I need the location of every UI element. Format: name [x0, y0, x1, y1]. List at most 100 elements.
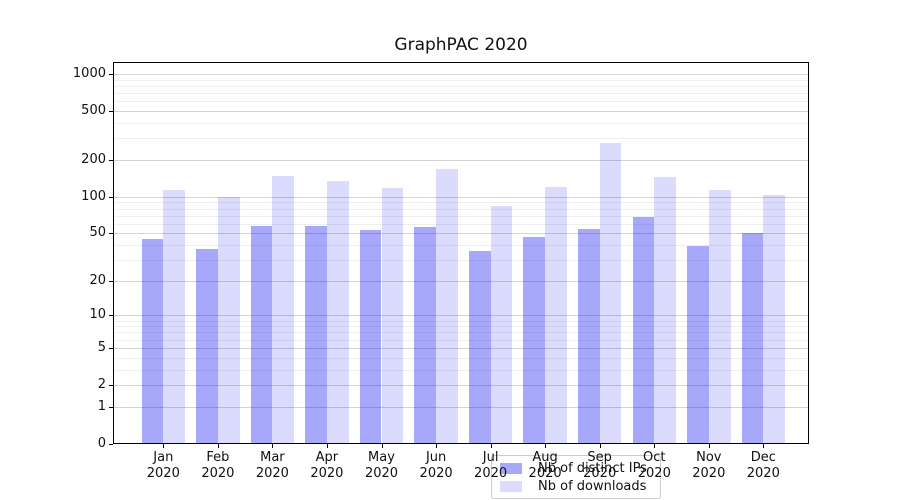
bar-downloads-sep	[599, 143, 622, 443]
y-tick-label-2: 2	[97, 376, 106, 392]
x-tick-mark	[654, 444, 656, 448]
major-gridline	[114, 233, 808, 235]
minor-gridline	[114, 79, 808, 81]
y-tick-mark	[109, 111, 113, 113]
x-tick-label-jan: Jan 2020	[146, 450, 180, 481]
bar-downloads-jul	[490, 206, 513, 443]
bar-downloads-nov	[708, 190, 731, 443]
legend-entry-distinct-ips: Nb of distinct IPs	[492, 460, 660, 477]
bar-downloads-apr	[326, 180, 349, 443]
x-tick-mark	[217, 444, 219, 448]
minor-gridline	[114, 101, 808, 103]
bar-downloads-oct	[654, 177, 677, 443]
y-tick-label-200: 200	[81, 151, 106, 167]
y-tick-mark	[109, 315, 113, 317]
y-tick-mark	[109, 406, 113, 408]
minor-gridline	[114, 86, 808, 87]
legend-swatch-distinct-ips	[500, 462, 522, 474]
y-tick-mark	[109, 233, 113, 235]
x-tick-mark	[599, 444, 601, 448]
bar-downloads-jun	[436, 169, 458, 443]
legend-swatch-downloads	[500, 480, 522, 492]
bar-ips-mar	[250, 225, 273, 443]
bar-ips-nov	[687, 246, 709, 443]
bar-ips-feb	[196, 249, 218, 443]
x-tick-mark	[326, 444, 328, 448]
major-gridline	[114, 111, 808, 113]
minor-gridline	[114, 93, 808, 95]
x-tick-label-may: May 2020	[364, 450, 399, 481]
x-tick-mark	[436, 444, 438, 448]
bar-ips-may	[359, 230, 382, 443]
bar-downloads-mar	[272, 176, 295, 443]
bar-downloads-jan	[163, 190, 186, 443]
minor-gridline	[114, 215, 808, 217]
x-tick-mark	[490, 444, 492, 448]
minor-gridline	[114, 208, 808, 210]
minor-gridline	[114, 357, 808, 359]
x-tick-label-apr: Apr 2020	[310, 450, 344, 481]
bar-ips-jan	[141, 238, 164, 443]
major-gridline	[114, 347, 808, 349]
y-tick-label-100: 100	[81, 188, 106, 204]
minor-gridline	[114, 123, 808, 124]
legend: Nb of distinct IPs Nb of downloads	[491, 455, 661, 499]
bar-ips-dec	[741, 233, 764, 443]
y-tick-mark	[109, 443, 113, 445]
y-tick-mark	[109, 384, 113, 386]
minor-gridline	[114, 339, 808, 341]
legend-entry-downloads: Nb of downloads	[492, 478, 660, 495]
minor-gridline	[114, 223, 808, 225]
y-tick-mark	[109, 280, 113, 282]
minor-gridline	[114, 202, 808, 204]
y-tick-label-10: 10	[89, 307, 106, 323]
major-gridline	[114, 315, 808, 317]
major-gridline	[114, 406, 808, 408]
plot-area: Nb of distinct IPs Nb of downloads	[113, 62, 809, 499]
bar-ips-sep	[577, 229, 600, 443]
x-tick-mark	[708, 444, 710, 448]
y-tick-label-0: 0	[97, 435, 106, 451]
x-tick-label-oct: Oct 2020	[637, 450, 671, 481]
major-gridline	[114, 384, 808, 386]
legend-label-downloads: Nb of downloads	[538, 478, 647, 494]
y-tick-label-500: 500	[81, 103, 106, 119]
x-tick-label-sep: Sep 2020	[583, 450, 617, 481]
y-tick-mark	[109, 159, 113, 161]
major-gridline	[114, 74, 808, 75]
y-tick-label-5: 5	[97, 339, 106, 355]
y-tick-label-1: 1	[97, 398, 106, 414]
y-tick-mark	[109, 347, 113, 349]
y-tick-label-1000: 1000	[72, 66, 106, 81]
y-tick-label-20: 20	[89, 272, 106, 288]
x-tick-label-nov: Nov 2020	[692, 450, 726, 481]
x-tick-label-feb: Feb 2020	[201, 450, 235, 481]
x-tick-mark	[163, 444, 165, 448]
x-tick-label-jun: Jun 2020	[419, 450, 453, 481]
bar-ips-apr	[305, 225, 327, 443]
minor-gridline	[114, 260, 808, 261]
x-tick-label-jul: Jul 2020	[474, 450, 508, 481]
minor-gridline	[114, 320, 808, 322]
minor-gridline	[114, 326, 808, 328]
major-gridline	[114, 159, 808, 161]
bar-ips-jun	[414, 227, 437, 443]
major-gridline	[114, 196, 808, 198]
x-tick-mark	[381, 444, 383, 448]
major-gridline	[114, 280, 808, 282]
x-tick-label-mar: Mar 2020	[255, 450, 289, 481]
bar-downloads-feb	[217, 196, 240, 443]
y-tick-mark	[109, 196, 113, 198]
chart-title: GraphPAC 2020	[394, 35, 528, 55]
minor-gridline	[114, 245, 808, 246]
bar-ips-jul	[468, 250, 491, 443]
minor-gridline	[114, 332, 808, 334]
x-tick-label-aug: Aug 2020	[528, 450, 562, 481]
legend-label-distinct-ips: Nb of distinct IPs	[538, 460, 647, 476]
minor-gridline	[114, 138, 808, 140]
bar-ips-oct	[632, 217, 655, 443]
x-tick-mark	[545, 444, 547, 448]
x-tick-label-dec: Dec 2020	[746, 450, 780, 481]
x-tick-mark	[272, 444, 274, 448]
